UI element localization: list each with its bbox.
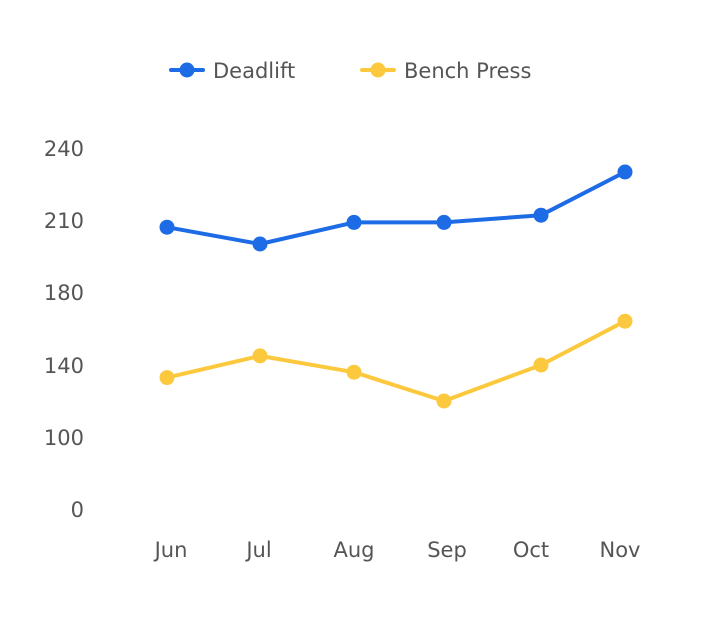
data-point[interactable] xyxy=(617,313,633,329)
series-layer xyxy=(159,164,633,409)
y-tick-label: 140 xyxy=(44,354,84,378)
data-point[interactable] xyxy=(436,393,452,409)
x-tick-label: Jul xyxy=(244,538,271,562)
x-tick-label: Oct xyxy=(513,538,549,562)
legend: Deadlift Bench Press xyxy=(169,59,531,83)
data-point[interactable] xyxy=(533,207,549,223)
y-axis: 0 100 140 180 210 240 xyxy=(44,137,84,522)
data-point[interactable] xyxy=(436,214,452,230)
y-tick-label: 0 xyxy=(71,498,84,522)
y-tick-label: 210 xyxy=(44,209,84,233)
data-point[interactable] xyxy=(533,357,549,373)
data-point[interactable] xyxy=(159,370,175,386)
x-tick-label: Jun xyxy=(153,538,188,562)
series-group xyxy=(159,313,633,409)
data-point[interactable] xyxy=(617,164,633,180)
legend-marker-icon xyxy=(370,62,386,78)
y-tick-label: 180 xyxy=(44,281,84,305)
legend-label: Bench Press xyxy=(404,59,531,83)
x-tick-label: Nov xyxy=(600,538,641,562)
data-point[interactable] xyxy=(252,348,268,364)
legend-item[interactable]: Deadlift xyxy=(169,59,295,83)
data-point[interactable] xyxy=(346,364,362,380)
legend-label: Deadlift xyxy=(213,59,295,83)
series-line xyxy=(165,319,627,403)
data-point[interactable] xyxy=(159,219,175,235)
data-point[interactable] xyxy=(346,214,362,230)
x-tick-label: Sep xyxy=(427,538,467,562)
data-point[interactable] xyxy=(252,236,268,252)
x-axis: Jun Jul Aug Sep Oct Nov xyxy=(153,538,641,562)
x-tick-label: Aug xyxy=(333,538,374,562)
y-tick-label: 100 xyxy=(44,426,84,450)
legend-item[interactable]: Bench Press xyxy=(360,59,531,83)
y-tick-label: 240 xyxy=(44,137,84,161)
legend-marker-icon xyxy=(179,62,195,78)
series-group xyxy=(159,164,633,252)
series-line xyxy=(165,170,627,246)
